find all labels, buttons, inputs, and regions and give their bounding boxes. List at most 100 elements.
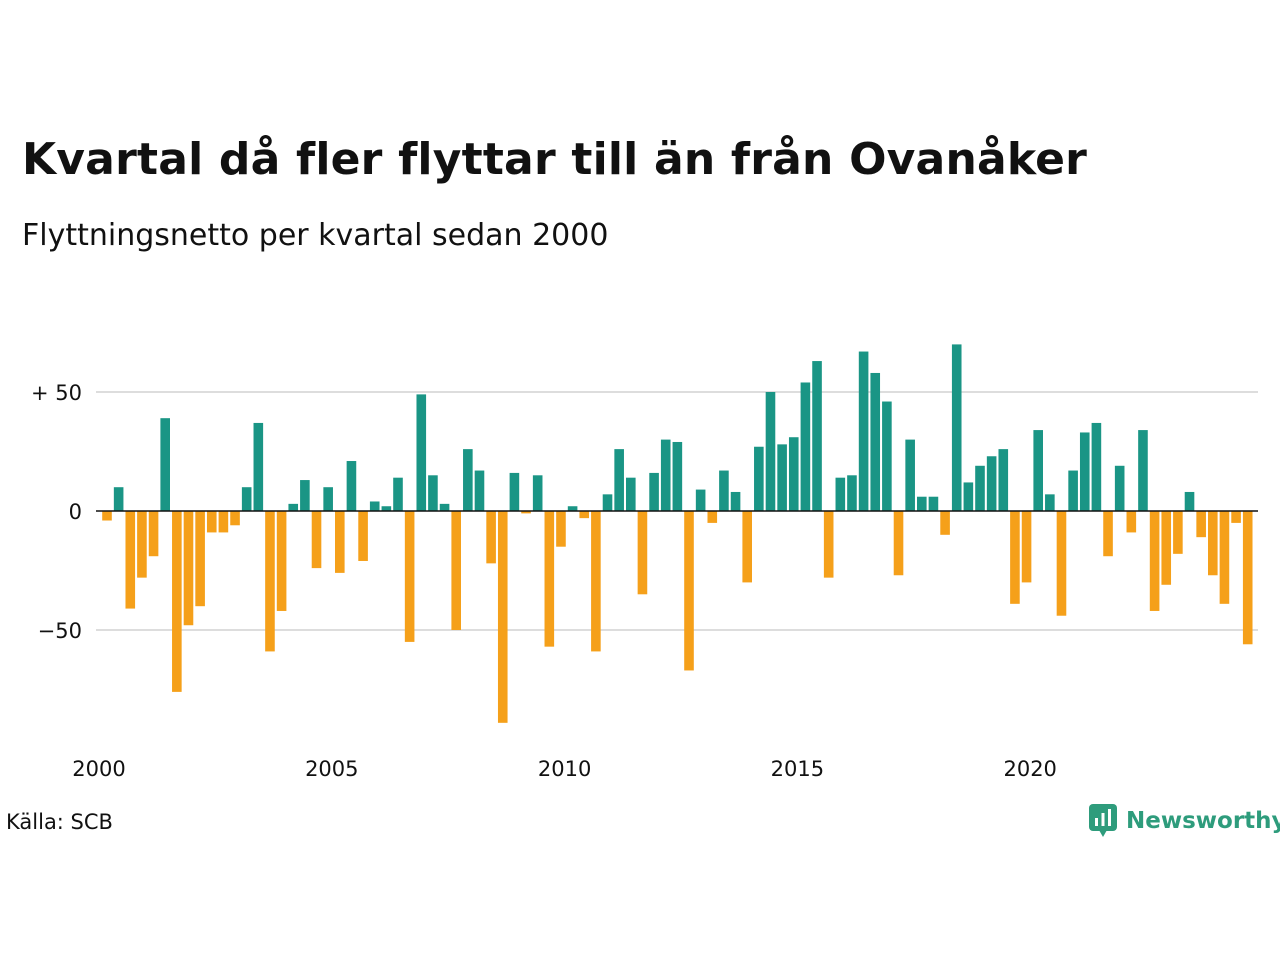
bar xyxy=(195,511,205,607)
bar xyxy=(160,418,170,511)
bar xyxy=(532,475,543,511)
bar xyxy=(754,446,764,511)
bar xyxy=(521,511,531,514)
bar xyxy=(928,496,939,511)
bar xyxy=(288,503,299,511)
bar xyxy=(602,494,613,511)
brand-name: Newsworthy xyxy=(1126,808,1280,834)
bar xyxy=(870,372,881,511)
bar xyxy=(649,472,659,511)
bar xyxy=(102,511,112,521)
bar xyxy=(265,511,275,652)
x-tick-label: 2015 xyxy=(771,757,824,781)
bar xyxy=(556,511,566,547)
bar xyxy=(672,441,683,511)
bar xyxy=(497,511,508,723)
bar xyxy=(323,487,333,511)
bar xyxy=(695,489,706,511)
bar xyxy=(172,511,182,692)
bar xyxy=(1231,511,1241,523)
bar xyxy=(1056,511,1067,616)
bar xyxy=(800,382,811,511)
y-tick-label: −50 xyxy=(38,619,82,643)
bar xyxy=(882,401,892,511)
bar xyxy=(614,449,624,511)
bar xyxy=(1103,511,1113,557)
brand-logo: Newsworthy xyxy=(1088,803,1280,839)
bar xyxy=(1161,511,1172,585)
bar xyxy=(1242,511,1253,645)
bar xyxy=(1091,422,1102,511)
bar xyxy=(1149,511,1160,611)
bar xyxy=(788,437,799,511)
bar xyxy=(113,487,124,511)
bar xyxy=(346,461,357,511)
bar xyxy=(975,465,985,511)
bar xyxy=(1196,511,1206,538)
chart-subtitle: Flyttningsnetto per kvartal sedan 2000 xyxy=(22,218,609,253)
bar xyxy=(1126,511,1137,533)
bar xyxy=(940,511,950,535)
bar xyxy=(148,511,159,557)
bar xyxy=(986,456,997,511)
bar xyxy=(567,506,578,511)
bar xyxy=(998,449,1009,511)
bar xyxy=(812,361,822,511)
bar xyxy=(1045,494,1055,511)
bar xyxy=(858,351,869,511)
bar xyxy=(241,487,252,511)
bar xyxy=(1173,511,1183,554)
bar xyxy=(660,439,671,511)
bar-chart: + 50 0 −50 2000 2005 2010 2015 2020 xyxy=(31,344,1258,781)
bar xyxy=(742,511,752,583)
bar xyxy=(1219,511,1230,604)
bar xyxy=(905,439,915,511)
bar xyxy=(416,394,427,511)
bar xyxy=(1079,432,1090,511)
bar xyxy=(125,511,136,609)
x-tick-label: 2020 xyxy=(1003,757,1056,781)
newsworthy-logo-icon xyxy=(1089,804,1117,837)
bar xyxy=(765,392,776,511)
bar xyxy=(428,475,438,511)
bar xyxy=(474,470,485,511)
bar xyxy=(1138,430,1148,511)
bar xyxy=(509,472,520,511)
bar xyxy=(276,511,287,611)
bar xyxy=(544,511,555,647)
bar xyxy=(137,511,147,578)
bar xyxy=(404,511,415,642)
bar xyxy=(230,511,240,526)
bar xyxy=(1068,470,1078,511)
bar xyxy=(335,511,345,573)
bar xyxy=(847,475,857,511)
y-tick-label: + 50 xyxy=(31,381,82,405)
bar xyxy=(218,511,229,533)
bar xyxy=(835,477,846,511)
x-tick-label: 2005 xyxy=(305,757,358,781)
bar xyxy=(439,503,450,511)
bar xyxy=(917,496,927,511)
bar xyxy=(626,477,636,511)
bar xyxy=(893,511,904,576)
source-note: Källa: SCB xyxy=(6,810,113,834)
bar xyxy=(730,491,741,511)
bar xyxy=(707,511,718,523)
bar xyxy=(951,344,962,511)
bar xyxy=(684,511,694,671)
bar xyxy=(253,422,264,511)
bar xyxy=(1208,511,1218,576)
bar xyxy=(719,470,729,511)
bar xyxy=(1033,430,1043,511)
x-tick-label: 2010 xyxy=(538,757,591,781)
bar xyxy=(381,506,392,511)
bar xyxy=(1010,511,1020,604)
bar xyxy=(1114,465,1125,511)
bar xyxy=(579,511,590,519)
bar xyxy=(486,511,496,564)
y-tick-label: 0 xyxy=(69,500,82,524)
bar xyxy=(1184,491,1195,511)
bar xyxy=(777,444,787,511)
bar xyxy=(300,480,310,511)
bar xyxy=(311,511,322,569)
